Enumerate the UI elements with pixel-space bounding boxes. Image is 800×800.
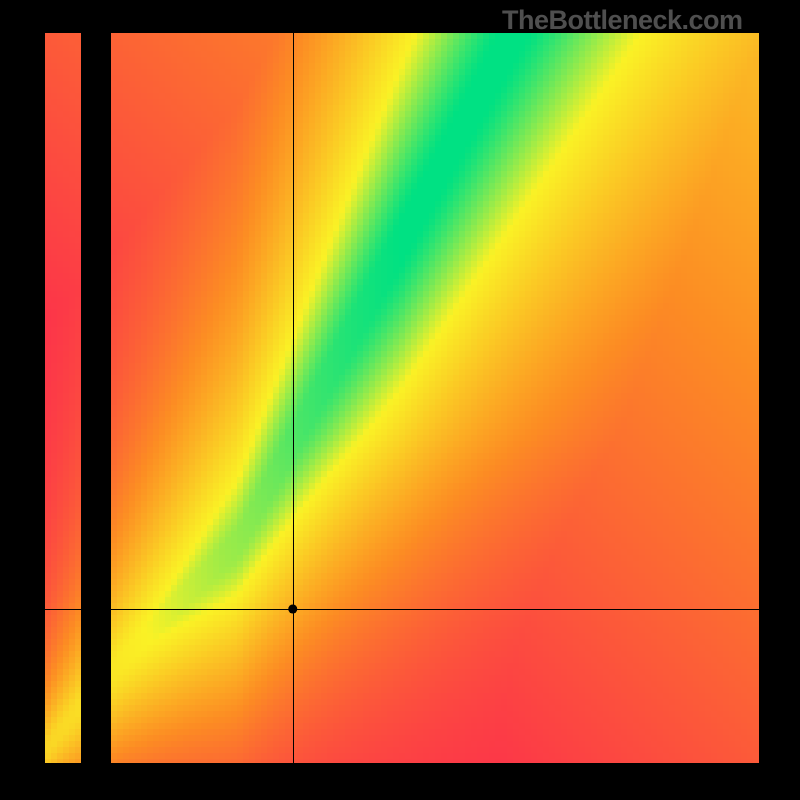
heatmap-canvas <box>0 0 800 800</box>
watermark-text: TheBottleneck.com <box>502 5 743 36</box>
